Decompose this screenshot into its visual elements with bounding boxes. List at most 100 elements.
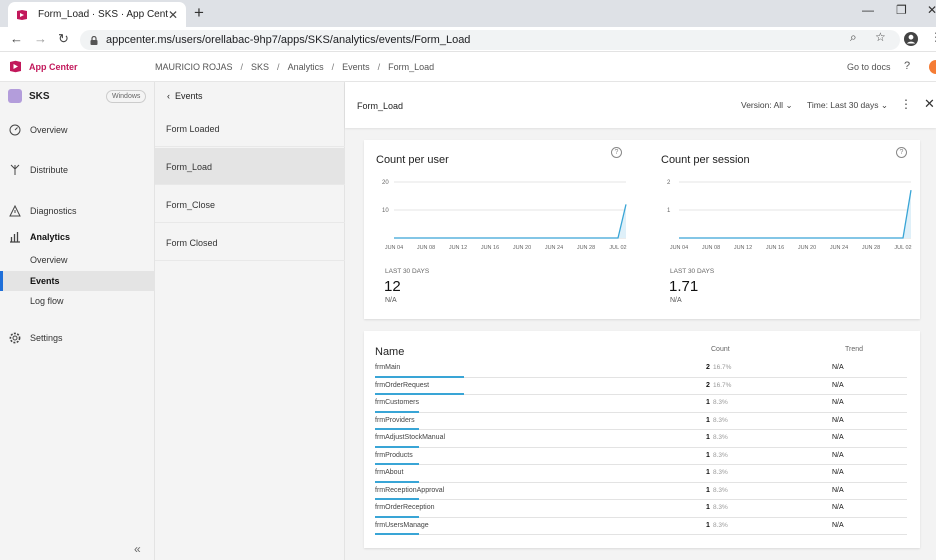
bar-chart-icon [10, 232, 20, 243]
brand-name[interactable]: App Center [29, 62, 78, 72]
os-badge: Windows [106, 90, 147, 103]
y-tick-label: 10 [382, 208, 389, 214]
row-percent: 8.3% [713, 504, 728, 511]
new-tab-icon[interactable]: + [194, 3, 204, 22]
row-name: frmAbout [375, 469, 404, 476]
help-circle-icon[interactable]: ? [896, 147, 907, 158]
sidebar-item-label: Overview [30, 255, 68, 265]
table-row[interactable]: frmReceptionApproval 1 8.3% N/A [375, 483, 907, 500]
stat-value-per-session: 1.71 [669, 278, 699, 295]
x-tick-label: JUN 20 [798, 245, 816, 251]
sidebar-subitem-log-flow[interactable]: Log flow [0, 291, 155, 311]
table-row[interactable]: frmAbout 1 8.3% N/A [375, 465, 907, 483]
series-area [679, 190, 911, 238]
close-icon[interactable]: ✕ [924, 96, 935, 111]
row-share-bar [375, 375, 464, 378]
sidebar-subitem-overview[interactable]: Overview [0, 250, 155, 270]
chart-per-session: 1 2 JUN 04 JUN 08 JUN 12 JUN 16 JUN 20 JUN 24 JU… [667, 180, 912, 251]
help-icon[interactable]: ? [904, 60, 911, 72]
sidebar-item-analytics[interactable]: Analytics [0, 227, 155, 247]
more-options-icon[interactable]: ⋮ [900, 97, 912, 111]
table-row[interactable]: frmUsersManage 1 8.3% N/A [375, 518, 907, 535]
stat-label: LAST 30 DAYS [670, 268, 715, 275]
address-bar[interactable]: appcenter.ms/users/orellabac-9hp7/apps/S… [80, 30, 900, 50]
detail-title: Form_Load [357, 101, 404, 111]
x-tick-label: JUN 28 [577, 245, 595, 251]
app-name[interactable]: SKS [29, 91, 50, 102]
x-tick-label: JUN 16 [766, 245, 784, 251]
app-icon [8, 89, 22, 103]
restore-icon[interactable]: ❐ [896, 3, 907, 17]
row-name: frmOrderReception [375, 504, 435, 511]
breadcrumb-app[interactable]: SKS [251, 62, 270, 72]
event-item-selected[interactable]: Form_Load [155, 148, 345, 185]
time-filter-dropdown[interactable]: Time: Last 30 days ⌄ [807, 100, 888, 111]
sidebar-item-label: Log flow [30, 296, 64, 306]
row-share-bar [375, 445, 419, 448]
row-share-bar [375, 498, 419, 500]
table-row[interactable]: frmProducts 1 8.3% N/A [375, 448, 907, 465]
event-detail: Form_Load Version: All ⌄ Time: Last 30 d… [345, 82, 936, 560]
x-tick-label: JUN 04 [670, 245, 688, 251]
table-row[interactable]: frmOrderReception 1 8.3% N/A [375, 500, 907, 518]
collapse-sidebar-icon[interactable]: « [134, 542, 141, 556]
x-tick-label: JUN 20 [513, 245, 531, 251]
forward-icon[interactable]: → [34, 31, 47, 46]
series-area [394, 204, 626, 238]
row-percent: 16.7% [713, 364, 732, 371]
names-table-card: Name Count Trend frmMain 2 16.7% N/A frmOrde… [364, 331, 920, 548]
zoom-icon[interactable]: ⌕ [850, 30, 857, 44]
event-item[interactable]: Form Loaded [155, 110, 345, 147]
breadcrumb-current: Form_Load [388, 62, 435, 72]
tab-close-icon[interactable]: ✕ [167, 7, 178, 22]
breadcrumb-separator: / [240, 62, 244, 72]
sidebar-item-settings[interactable]: Settings [0, 328, 155, 348]
x-tick-label: JUN 08 [702, 245, 720, 251]
y-tick-label: 1 [667, 208, 671, 214]
breadcrumb-analytics[interactable]: Analytics [287, 62, 324, 72]
events-back-button[interactable]: ‹ Events [167, 91, 203, 101]
back-icon[interactable]: ← [10, 31, 23, 46]
minimize-icon[interactable]: — [862, 3, 874, 17]
breadcrumb-events[interactable]: Events [342, 62, 370, 72]
profile-icon[interactable] [904, 32, 918, 46]
row-percent: 8.3% [713, 399, 728, 406]
sidebar-item-label: Distribute [30, 165, 69, 175]
table-row[interactable]: frmCustomers 1 8.3% N/A [375, 395, 907, 413]
help-circle-icon[interactable]: ? [611, 147, 622, 158]
x-tick-label: JUN 12 [734, 245, 752, 251]
table-row[interactable]: frmMain 2 16.7% N/A [375, 360, 907, 378]
app-center-logo-icon[interactable] [9, 60, 22, 73]
row-percent: 8.3% [713, 416, 728, 424]
row-trend: N/A [832, 469, 844, 476]
reload-icon[interactable]: ↻ [58, 31, 69, 46]
go-to-docs-link[interactable]: Go to docs [847, 62, 891, 72]
table-row[interactable]: frmOrderRequest 2 16.7% N/A [375, 378, 907, 395]
events-back-label: Events [175, 91, 203, 101]
row-count: 1 [706, 486, 710, 494]
sidebar-item-diagnostics[interactable]: Diagnostics [0, 201, 155, 221]
browser-tabbar: Form_Load · SKS · App Center ✕ + — ❐ ✕ [0, 0, 936, 27]
bookmark-star-icon[interactable]: ☆ [875, 30, 886, 44]
row-percent: 16.7% [713, 381, 732, 389]
browser-tab[interactable]: Form_Load · SKS · App Center ✕ [8, 2, 186, 27]
sidebar-item-distribute[interactable]: Distribute [0, 160, 155, 180]
url-text: appcenter.ms/users/orellabac-9hp7/apps/S… [106, 34, 471, 46]
sidebar-item-label: Settings [30, 333, 63, 343]
row-name: frmCustomers [375, 399, 419, 406]
chart-title-per-user: Count per user [376, 154, 449, 166]
breadcrumb-owner[interactable]: MAURICIO ROJAS [155, 62, 233, 72]
event-item[interactable]: Form Closed [155, 224, 345, 261]
avatar[interactable] [929, 60, 936, 74]
version-filter-dropdown[interactable]: Version: All ⌄ [741, 100, 793, 111]
event-item[interactable]: Form_Close [155, 186, 345, 223]
sidebar-item-overview[interactable]: Overview [0, 120, 155, 140]
version-filter-label: Version: All [741, 100, 784, 110]
browser-menu-icon[interactable]: ⋮ [930, 30, 936, 44]
sidebar-subitem-events[interactable]: Events [0, 271, 155, 291]
window-close-icon[interactable]: ✕ [927, 3, 936, 17]
browser-toolbar: ← → ↻ appcenter.ms/users/orellabac-9hp7/… [0, 27, 936, 52]
table-row[interactable]: frmAdjustStockManual 1 8.3% N/A [375, 430, 907, 448]
stat-sub: N/A [670, 297, 682, 304]
table-row[interactable]: frmProviders 1 8.3% N/A [375, 413, 907, 430]
